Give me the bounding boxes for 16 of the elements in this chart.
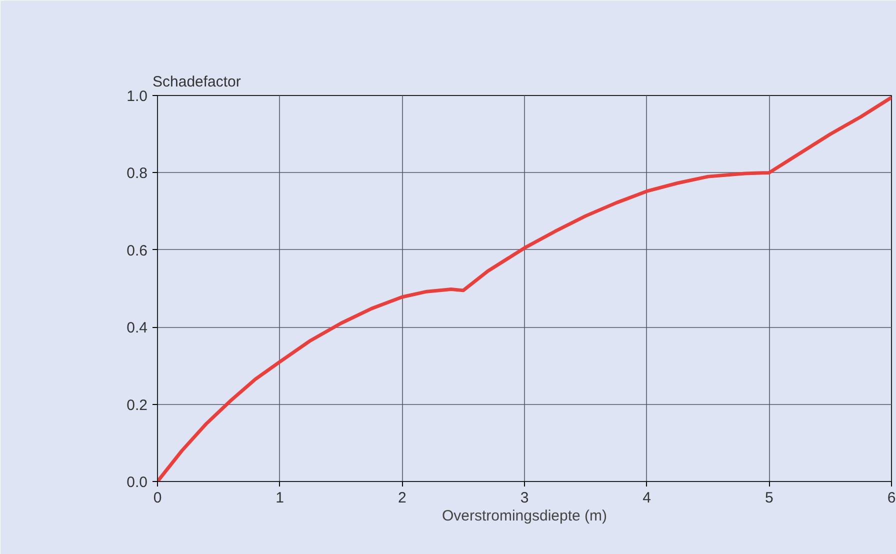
- y-tick-label: 0.8: [126, 165, 148, 182]
- y-tick-label: 0.2: [126, 396, 148, 414]
- x-tick-label: 3: [520, 490, 529, 506]
- y-tick-label: 1.0: [126, 88, 148, 105]
- y-tick-label: 0.4: [126, 320, 148, 337]
- line-series: [158, 96, 892, 482]
- x-tick-label: 6: [887, 490, 896, 506]
- x-tick-label: 0: [153, 490, 162, 506]
- x-tick-label: 4: [642, 490, 652, 506]
- y-tick-label: 0.6: [126, 242, 148, 260]
- y-tick-label: 0.0: [126, 474, 148, 491]
- x-tick-label: 5: [764, 490, 774, 506]
- x-axis-title: Overstromingsdiepte (m): [442, 508, 608, 524]
- y-axis-title: Schadefactor: [152, 74, 241, 90]
- x-tick-label: 1: [276, 490, 284, 506]
- x-tick-label: 2: [398, 490, 406, 506]
